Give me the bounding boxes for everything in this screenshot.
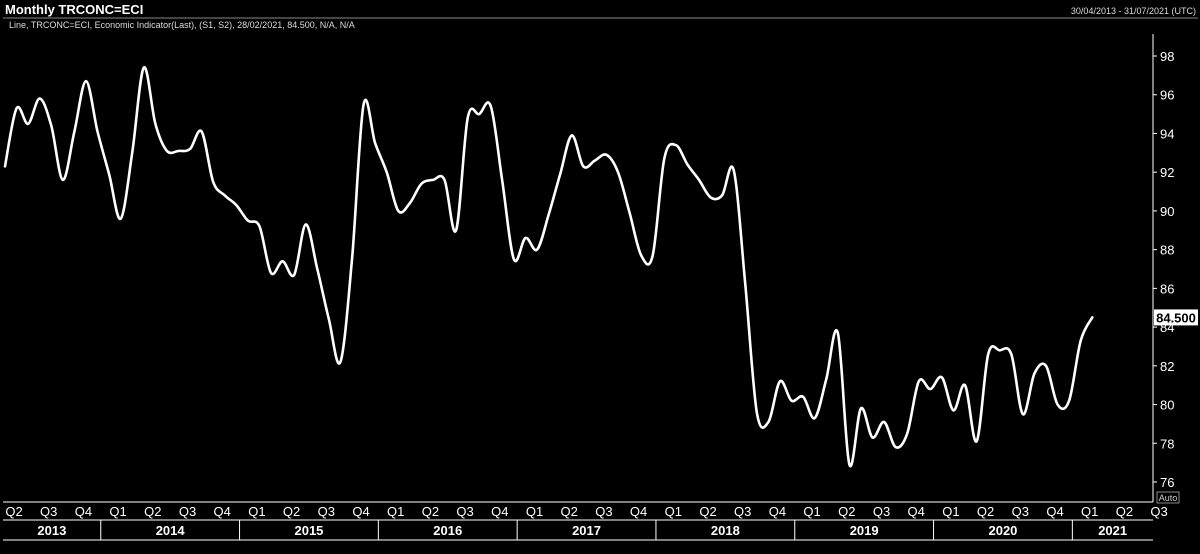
y-tick-label: 90 [1160,204,1174,219]
quarter-label: Q1 [109,504,126,519]
y-tick-label: 88 [1160,243,1174,258]
quarter-label: Q2 [422,504,439,519]
quarter-label: Q3 [456,504,473,519]
y-tick-label: 86 [1160,281,1174,296]
quarter-label: Q2 [977,504,994,519]
quarter-label: Q4 [352,504,369,519]
quarter-label: Q3 [1150,504,1167,519]
year-label: 2020 [988,523,1017,538]
quarter-label: Q4 [908,504,925,519]
quarter-label: Q1 [387,504,404,519]
quarter-label: Q2 [699,504,716,519]
quarter-label: Q3 [179,504,196,519]
quarter-label: Q3 [318,504,335,519]
y-tick-label: 98 [1160,49,1174,64]
quarter-label: Q2 [838,504,855,519]
quarter-label: Q1 [526,504,543,519]
quarter-label: Q2 [5,504,22,519]
auto-scale-button[interactable]: Auto [1156,491,1180,504]
quarter-label: Q2 [1116,504,1133,519]
plot-frame [3,17,1198,541]
y-tick-label: 92 [1160,165,1174,180]
quarter-label: Q4 [491,504,508,519]
date-range: 30/04/2013 - 31/07/2021 (UTC) [1070,6,1196,16]
quarter-label: Q1 [248,504,265,519]
year-label: 2013 [37,523,66,538]
quarter-label: Q4 [214,504,231,519]
quarter-label: Q4 [75,504,92,519]
quarter-label: Q2 [283,504,300,519]
quarter-label: Q3 [40,504,57,519]
quarter-label: Q4 [1046,504,1063,519]
quarter-label: Q1 [1081,504,1098,519]
y-tick-label: 80 [1160,398,1174,413]
y-tick-label: 78 [1160,436,1174,451]
year-label: 2021 [1098,523,1127,538]
y-tick-label: 96 [1160,88,1174,103]
auto-label: Auto [1159,493,1178,503]
quarter-label: Q1 [665,504,682,519]
year-label: 2017 [572,523,601,538]
quarter-label: Q3 [734,504,751,519]
year-label: 2018 [711,523,740,538]
series-legend: Line, TRCONC=ECI, Economic Indicator(Las… [9,20,355,30]
quarter-label: Q3 [595,504,612,519]
y-tick-label: 94 [1160,126,1174,141]
quarter-label: Q3 [873,504,890,519]
quarter-label: Q3 [1012,504,1029,519]
quarter-label: Q1 [803,504,820,519]
year-label: 2016 [433,523,462,538]
last-value-marker: 84.500 [1154,309,1198,326]
last-value-label: 84.500 [1156,310,1196,325]
quarter-label: Q4 [630,504,647,519]
y-tick-label: 76 [1160,475,1174,490]
quarter-label: Q2 [561,504,578,519]
quarter-label: Q2 [144,504,161,519]
quarter-label: Q1 [942,504,959,519]
year-label: 2019 [850,523,879,538]
year-label: 2015 [294,523,323,538]
y-tick-label: 82 [1160,359,1174,374]
year-label: 2014 [156,523,186,538]
chart-title: Monthly TRCONC=ECI [5,2,144,17]
x-axis: Q2 Q3 Q4 Q1 Q2 Q3 Q4 Q1 Q2 Q3 Q4 Q1 Q2 Q3 Q4 Q1 Q2 Q3 Q4 Q1… [5,504,1168,540]
series-line [3,66,1094,468]
quarter-label: Q4 [769,504,786,519]
